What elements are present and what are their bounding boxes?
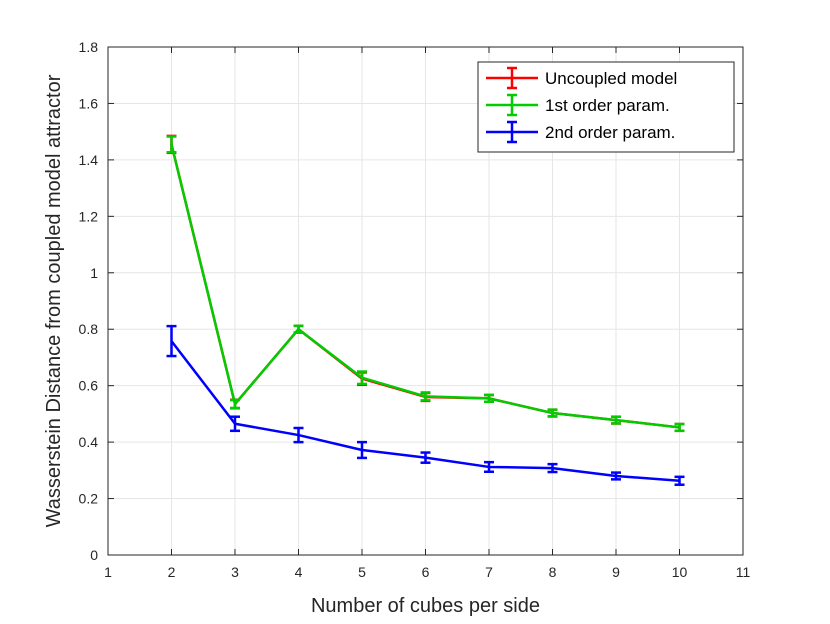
legend-item: 2nd order param. [486,120,675,144]
x-tick-label: 5 [358,564,366,580]
error-bar [674,475,685,486]
y-tick-label: 0.4 [79,434,99,450]
y-tick-label: 1 [90,265,98,281]
x-tick-label: 3 [231,564,239,580]
legend-swatch [486,66,538,90]
y-tick-label: 1.2 [79,208,99,224]
series-2 [166,135,685,433]
data-series [166,134,685,486]
error-bar [420,391,431,402]
x-tick-label: 4 [295,564,303,580]
x-tick-label: 9 [612,564,620,580]
y-tick-label: 1.8 [79,39,99,55]
error-bar [166,324,177,358]
x-tick-label: 6 [422,564,430,580]
y-tick-label: 0.6 [79,378,99,394]
legend-swatch [486,120,538,144]
x-axis-title: Number of cubes per side [311,595,540,617]
error-bar [293,426,304,444]
x-tick-label: 2 [168,564,176,580]
error-bar [484,393,494,404]
x-tick-label: 10 [672,564,688,580]
legend-item: 1st order param. [486,93,670,117]
x-tick-label: 7 [485,564,493,580]
error-bar [166,135,177,154]
error-bar [547,462,558,474]
error-bar [484,460,494,473]
error-bar [674,422,685,433]
error-bar [357,440,367,460]
legend-box [477,61,735,153]
error-bar [230,398,240,410]
legend-label: 2nd order param. [545,123,675,142]
error-bar [611,415,621,425]
series-3 [166,324,685,486]
legend: Uncoupled model 1st order param. 2nd order… [477,61,735,153]
x-tick-label: 11 [736,564,751,580]
error-bar [357,370,367,386]
x-tick-label: 1 [104,564,112,580]
legend-swatch [486,93,538,117]
error-bar [611,471,621,481]
y-tick-label: 0.8 [79,321,99,337]
y-axis-title: Wasserstein Distance from coupled model … [43,74,65,527]
y-tick-label: 0.2 [79,491,99,507]
error-bar [293,324,304,334]
legend-label: 1st order param. [545,96,670,115]
y-tick-label: 0 [90,547,98,563]
error-bar [420,451,431,464]
axis-ticks: 1 2 3 4 5 6 7 8 9 10 11 0 0.2 0.4 0.6 0.8 1 1.2 1.4 1.6 1.8 [79,39,751,580]
y-tick-label: 1.4 [79,152,99,168]
legend-label: Uncoupled model [545,69,677,88]
legend-item: Uncoupled model [486,66,677,90]
error-bar [230,415,240,433]
error-bar [547,408,558,418]
y-tick-label: 1.6 [79,95,99,111]
x-tick-label: 8 [549,564,557,580]
